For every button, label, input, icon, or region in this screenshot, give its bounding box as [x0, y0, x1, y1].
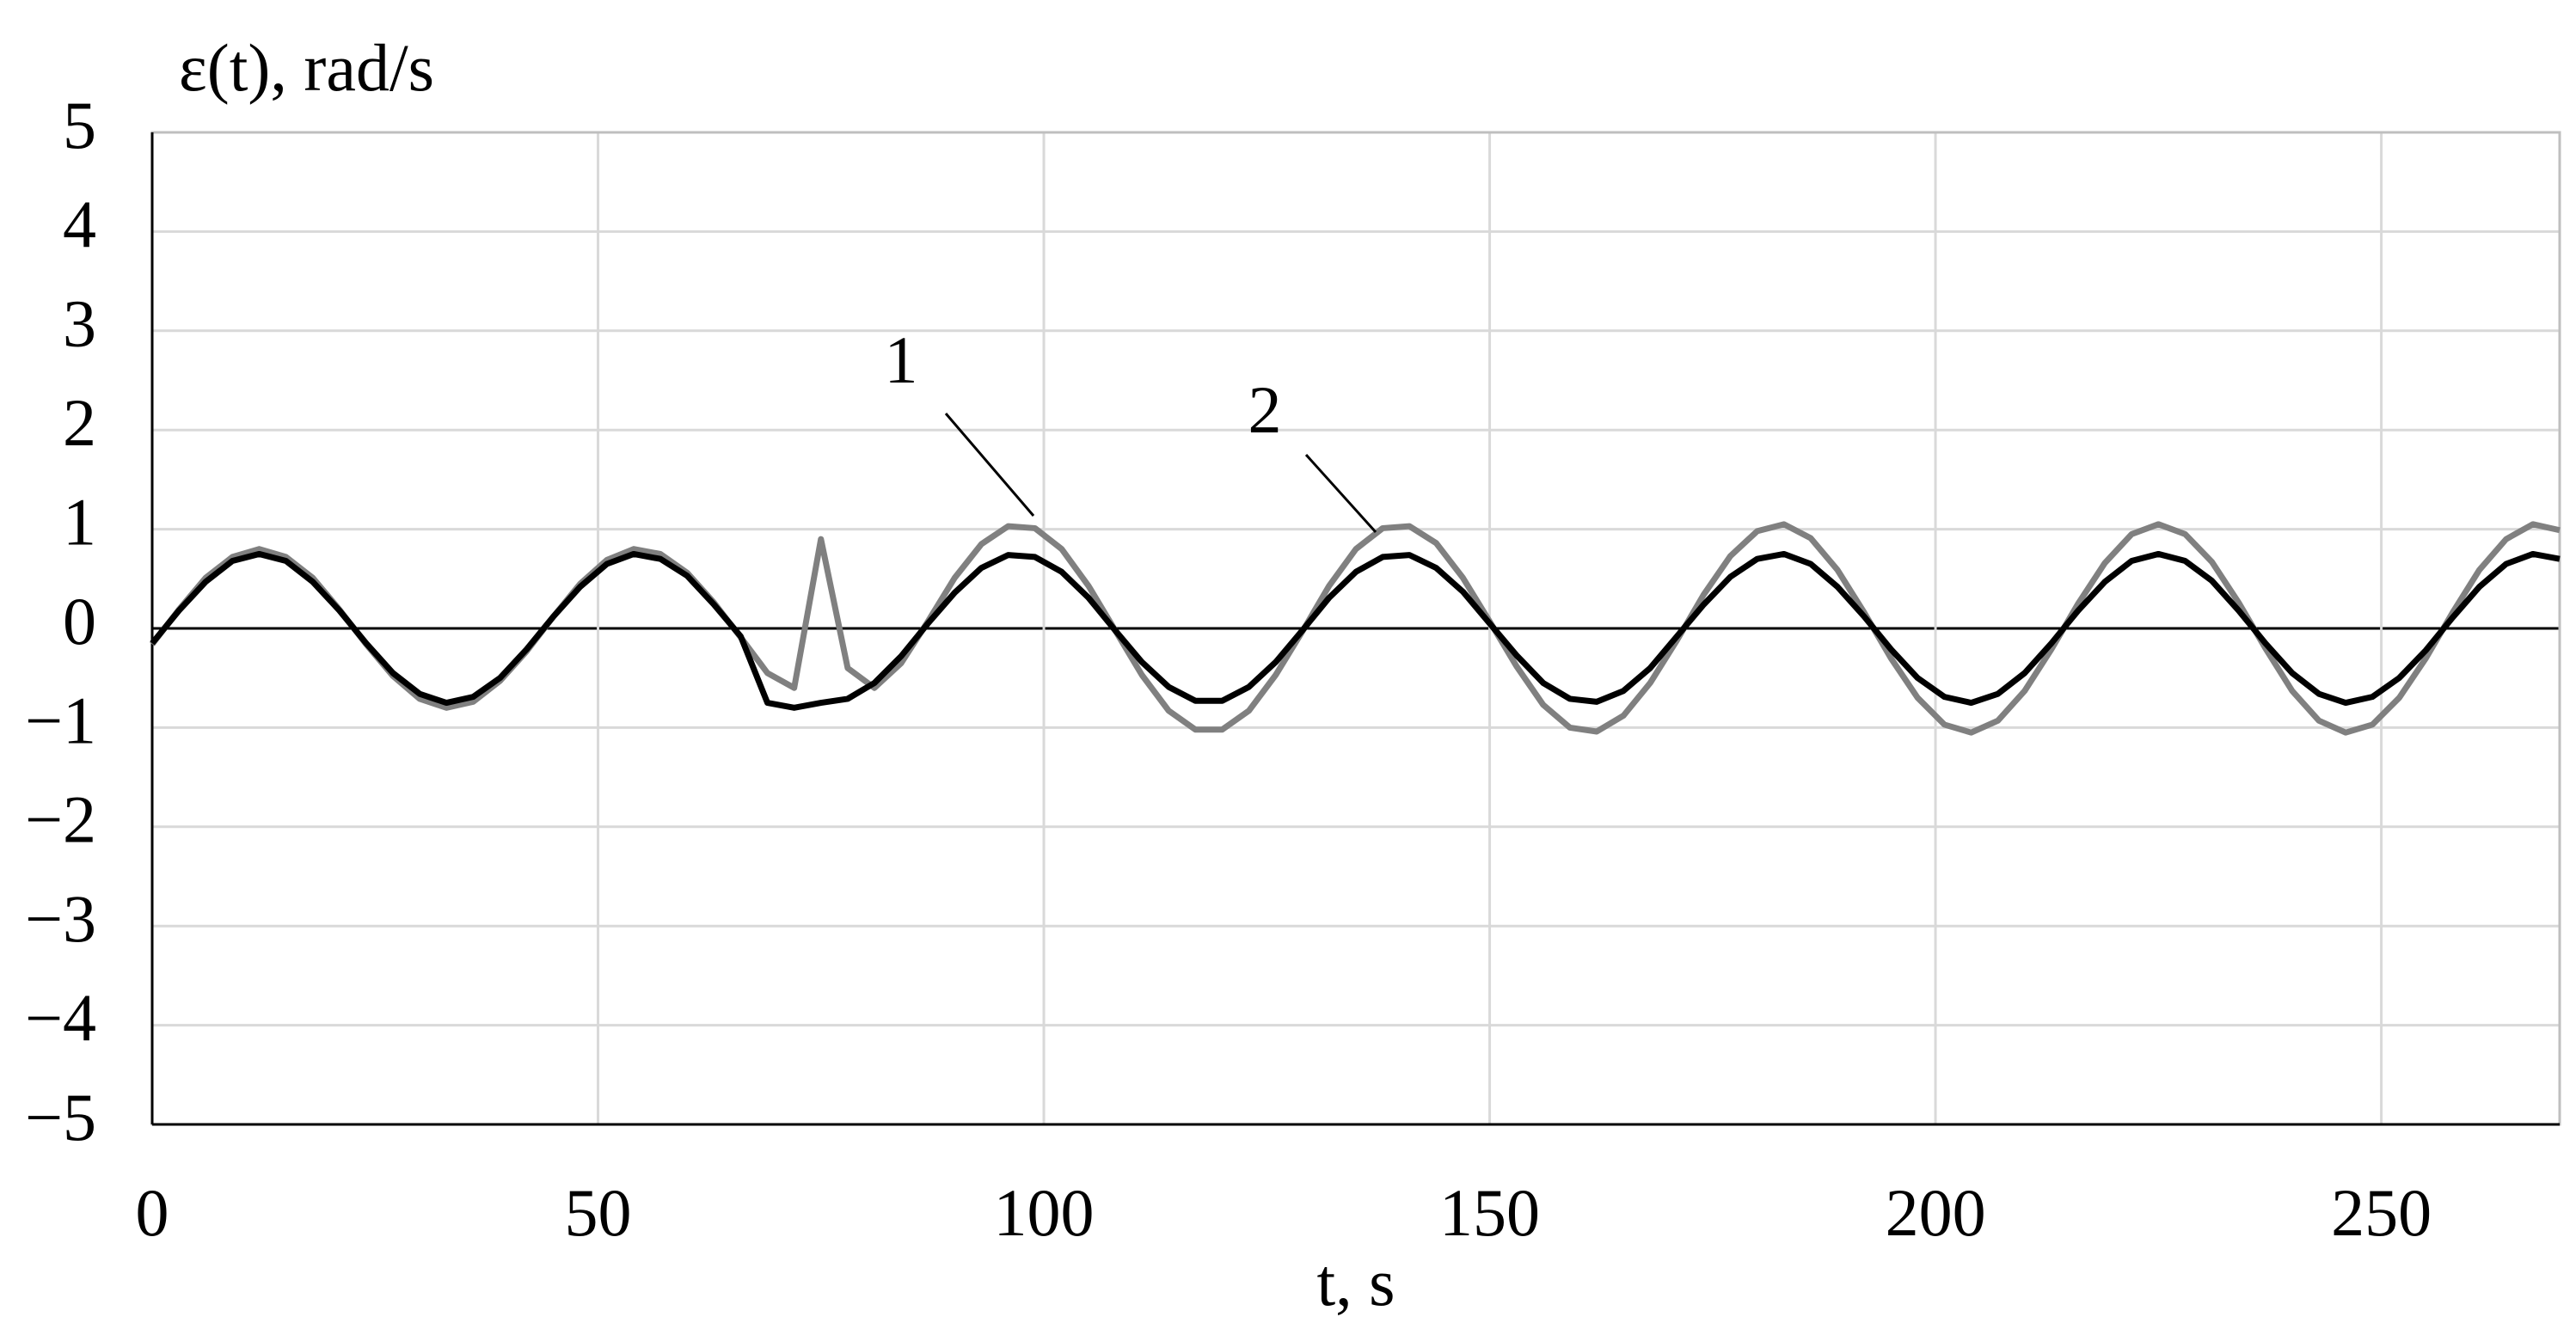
x-tick-label: 50 [565, 1175, 632, 1250]
y-tick-label: 2 [63, 385, 96, 460]
series-line [150, 550, 2561, 711]
y-tick-label: 5 [63, 88, 96, 162]
leader-line [1304, 453, 1377, 534]
y-tick-label: −3 [25, 881, 96, 956]
x-tick-label: 200 [1886, 1175, 1986, 1250]
y-tick-label: 1 [63, 485, 96, 560]
series-label: 2 [1248, 372, 1282, 447]
y-tick-label: 4 [63, 187, 96, 261]
x-axis-title: t, s [1316, 1245, 1395, 1320]
leader-line [944, 413, 1035, 517]
y-tick-label: 3 [63, 286, 96, 361]
y-tick-label: −1 [25, 683, 96, 757]
y-tick-label: 0 [63, 584, 96, 658]
y-tick-label: −2 [25, 782, 96, 857]
x-tick-label: 250 [2331, 1175, 2432, 1250]
series-label: 1 [885, 322, 918, 397]
y-axis-title: ε(t), rad/s [179, 30, 434, 105]
x-tick-label: 100 [994, 1175, 1095, 1250]
y-tick-label: −4 [25, 981, 96, 1056]
x-tick-label: 150 [1439, 1175, 1540, 1250]
y-tick-label: −5 [25, 1080, 96, 1154]
x-tick-label: 0 [136, 1175, 169, 1250]
